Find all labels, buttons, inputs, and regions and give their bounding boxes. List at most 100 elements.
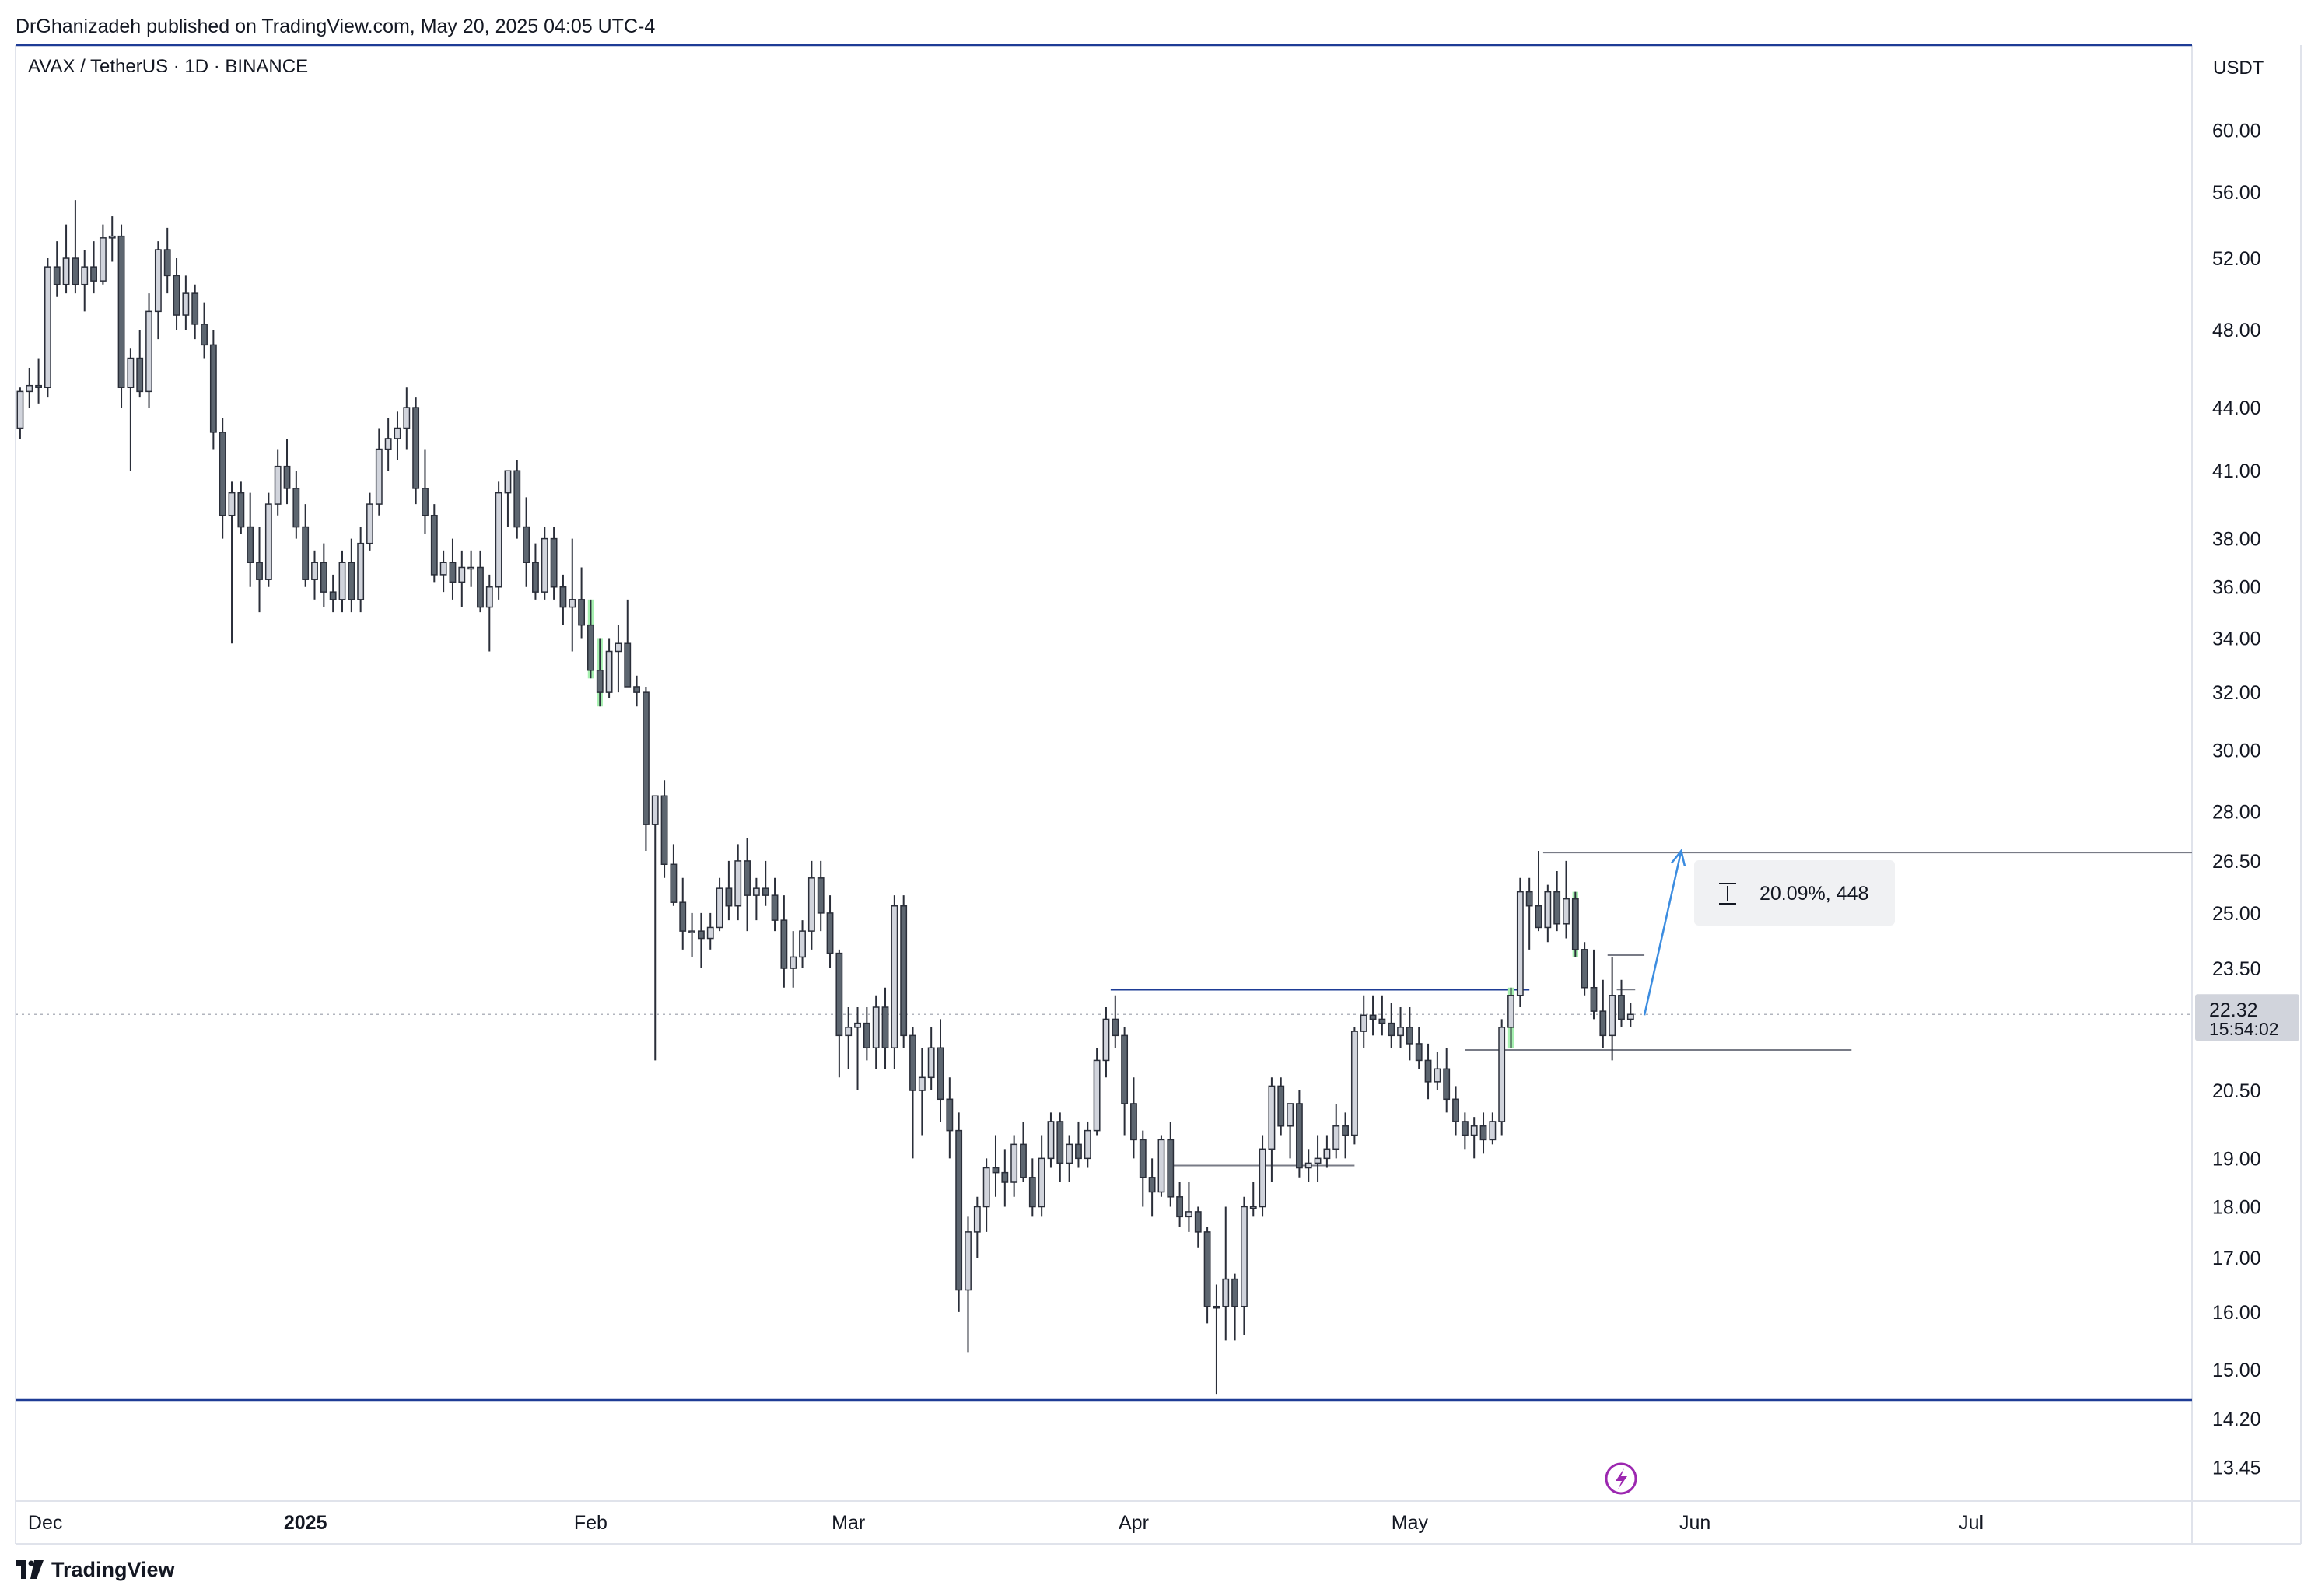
candle-body-down bbox=[660, 795, 668, 866]
candle-body-up bbox=[127, 357, 135, 388]
candle bbox=[734, 844, 742, 921]
candle bbox=[247, 492, 254, 587]
candle-body-up bbox=[541, 537, 548, 593]
candle bbox=[1102, 1007, 1110, 1078]
chart-frame bbox=[15, 45, 2302, 1545]
candle bbox=[854, 1007, 861, 1091]
candle bbox=[1001, 1149, 1009, 1207]
candle bbox=[965, 1216, 972, 1353]
candle bbox=[504, 470, 512, 527]
candle bbox=[292, 471, 300, 539]
tradingview-brand: TradingView bbox=[51, 1557, 175, 1581]
candle bbox=[642, 686, 650, 851]
price-axis-currency[interactable]: USDT bbox=[2213, 58, 2264, 79]
price-tick-label: 38.00 bbox=[2212, 529, 2261, 551]
candle-body-down bbox=[1277, 1085, 1285, 1127]
tradingview-footer[interactable]: TradingView bbox=[16, 1556, 175, 1584]
candle-body-up bbox=[605, 650, 613, 693]
price-tick-label: 23.50 bbox=[2212, 958, 2261, 980]
candle-body-up bbox=[1066, 1143, 1073, 1164]
candle-body-down bbox=[256, 562, 263, 580]
candle bbox=[136, 330, 144, 398]
candle-body-down bbox=[173, 275, 180, 316]
candle bbox=[1241, 1196, 1248, 1335]
candle-body-down bbox=[697, 930, 705, 940]
candle bbox=[587, 599, 594, 679]
candle bbox=[1148, 1158, 1156, 1217]
candle-body-down bbox=[1599, 1010, 1607, 1037]
candle-body-down bbox=[578, 599, 586, 626]
candle-body-up bbox=[485, 586, 493, 608]
candle bbox=[1378, 995, 1386, 1036]
candle bbox=[826, 895, 834, 969]
candle bbox=[219, 418, 226, 539]
candle-body-up bbox=[1304, 1162, 1312, 1169]
lightning-icon[interactable] bbox=[1605, 1462, 1637, 1495]
candle bbox=[44, 258, 51, 398]
measure-label: 20.09%, 448 bbox=[1760, 883, 1868, 905]
candle bbox=[872, 995, 880, 1069]
candle bbox=[357, 527, 365, 613]
candle-body-down bbox=[817, 877, 825, 914]
candle bbox=[384, 418, 392, 471]
candle-body-up bbox=[1010, 1143, 1018, 1183]
candle bbox=[1249, 1182, 1257, 1217]
candle bbox=[320, 543, 327, 607]
price-tick-label: 44.00 bbox=[2212, 397, 2261, 419]
measure-label-box: 20.09%, 448 bbox=[1694, 860, 1895, 926]
candle bbox=[366, 492, 373, 551]
candle bbox=[541, 527, 548, 600]
candle-body-down bbox=[163, 249, 171, 277]
candle-body-up bbox=[311, 562, 318, 580]
candle-body-down bbox=[937, 1047, 944, 1101]
candle-body-up bbox=[1185, 1211, 1192, 1218]
candle-body-down bbox=[1203, 1231, 1211, 1307]
candle-body-down bbox=[744, 860, 751, 896]
candle bbox=[1535, 850, 1542, 932]
candle bbox=[523, 497, 530, 587]
time-tick-label: Mar bbox=[832, 1512, 865, 1534]
candle bbox=[1360, 995, 1367, 1048]
candle-body-down bbox=[1148, 1177, 1156, 1193]
time-tick-label: 2025 bbox=[284, 1512, 327, 1534]
price-tick-label: 25.00 bbox=[2212, 903, 2261, 925]
candle-body-down bbox=[1020, 1143, 1027, 1178]
candle bbox=[338, 550, 346, 613]
candle-body-up bbox=[799, 930, 806, 958]
candle-body-down bbox=[292, 488, 300, 528]
candle-body-up bbox=[918, 1076, 926, 1091]
candle-body-up bbox=[1249, 1206, 1257, 1209]
candle-body-up bbox=[845, 1027, 853, 1037]
candle-body-up bbox=[651, 795, 659, 825]
candle-body-up bbox=[16, 390, 24, 429]
candle-body-up bbox=[1084, 1129, 1091, 1160]
candle-body-up bbox=[1609, 995, 1616, 1037]
candle bbox=[900, 895, 908, 1048]
candle-body-down bbox=[247, 526, 254, 563]
annotations: 20.09%, 448 bbox=[1605, 849, 1895, 1495]
candle bbox=[752, 877, 760, 921]
candle-body-down bbox=[642, 691, 650, 825]
candle bbox=[1507, 987, 1514, 1048]
candle-body-down bbox=[72, 257, 79, 285]
candle-body-up bbox=[1259, 1148, 1266, 1208]
candle bbox=[1544, 884, 1552, 943]
candle-body-down bbox=[1121, 1034, 1129, 1104]
candle bbox=[1461, 1112, 1469, 1150]
candle-body-down bbox=[53, 266, 61, 285]
candle-body-up bbox=[467, 566, 475, 570]
candle-body-down bbox=[1001, 1171, 1009, 1183]
candle-body-up bbox=[1241, 1206, 1248, 1307]
candle bbox=[1470, 1117, 1478, 1159]
price-axis[interactable]: 60.00 56.00 52.00 48.00 44.00 41.00 38.00 36.00… bbox=[2195, 121, 2299, 1479]
candle bbox=[716, 877, 723, 932]
candle-body-down bbox=[1075, 1143, 1082, 1160]
candle-body-up bbox=[1350, 1031, 1358, 1136]
candle bbox=[1112, 995, 1119, 1048]
candle bbox=[1369, 995, 1377, 1036]
candle bbox=[1388, 1003, 1395, 1048]
time-axis[interactable]: Dec 2025 Feb Mar Apr May Jun Jul bbox=[28, 1512, 1984, 1534]
lightning-icon-ring bbox=[1605, 1462, 1637, 1495]
candle bbox=[1626, 1003, 1634, 1027]
